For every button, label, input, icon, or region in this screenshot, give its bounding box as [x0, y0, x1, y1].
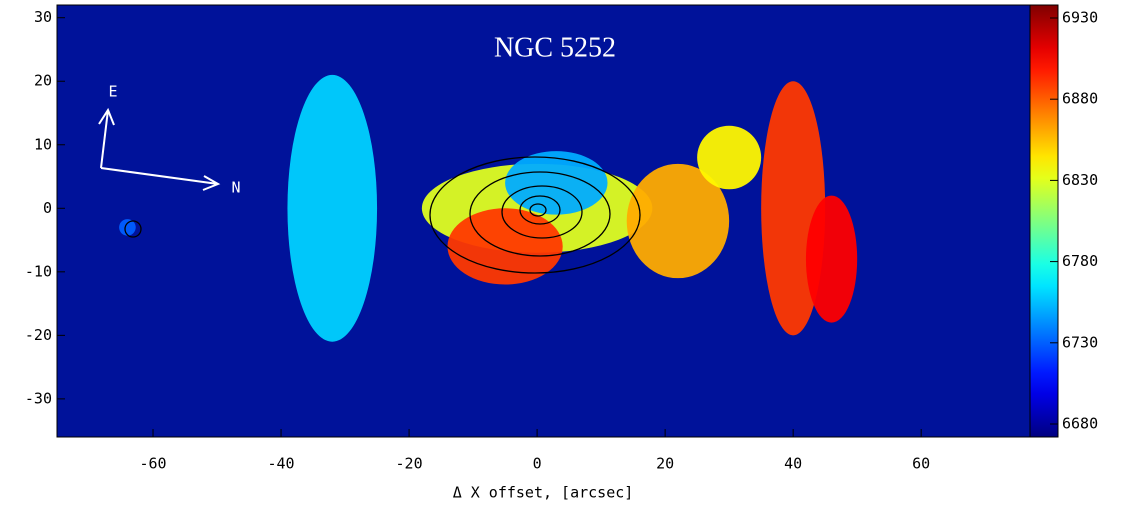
contours	[124, 156, 641, 274]
compass-north: N	[231, 179, 240, 197]
plot-frame	[56, 4, 1031, 438]
x-tick-label: 20	[656, 455, 674, 473]
colorbar-tick-label: 6930	[1062, 8, 1098, 26]
colorbar-tick-label: 6830	[1062, 171, 1098, 189]
contour	[469, 171, 611, 257]
colorbar-tick-label: 6880	[1062, 90, 1098, 108]
x-tick-label: -60	[139, 455, 166, 473]
x-tick-label: 0	[533, 455, 542, 473]
colorbar-tick-label: 6780	[1062, 252, 1098, 270]
compass-east: E	[108, 83, 117, 101]
colorbar-tick-label: 6680	[1062, 415, 1098, 433]
contour	[529, 203, 547, 217]
contour	[501, 185, 583, 239]
compass-arrow	[100, 109, 109, 169]
y-tick-label: 0	[43, 199, 52, 217]
y-tick-label: 20	[34, 72, 52, 90]
chart-title: NGC 5252	[494, 32, 616, 63]
arrow-head	[202, 175, 221, 191]
y-tick-label: -30	[25, 389, 52, 407]
compass	[98, 107, 221, 191]
x-tick-label: -20	[396, 455, 423, 473]
arrow-head	[98, 107, 115, 126]
y-tick-label: 10	[34, 135, 52, 153]
x-tick-label: 60	[912, 455, 930, 473]
x-axis-label: Δ X offset, [arcsec]	[453, 484, 634, 502]
colorbar-tick-label: 6730	[1062, 333, 1098, 351]
velocity-patch	[447, 208, 563, 285]
velocity-patch	[697, 125, 762, 190]
y-tick-label: 30	[34, 8, 52, 26]
compass-arrow	[100, 167, 219, 185]
contour	[429, 156, 641, 274]
velocity-patch	[626, 163, 730, 279]
y-tick-label: -20	[25, 326, 52, 344]
colorbar	[1029, 4, 1059, 438]
y-tick-label: -10	[25, 262, 52, 280]
contour	[519, 195, 561, 225]
x-tick-label: 40	[784, 455, 802, 473]
velocity-patch	[287, 74, 378, 342]
velocity-patch	[119, 219, 136, 236]
patches	[119, 74, 858, 342]
velocity-patch	[505, 151, 608, 215]
velocity-patch	[805, 195, 858, 323]
x-tick-label: -40	[267, 455, 294, 473]
contour	[124, 220, 142, 238]
